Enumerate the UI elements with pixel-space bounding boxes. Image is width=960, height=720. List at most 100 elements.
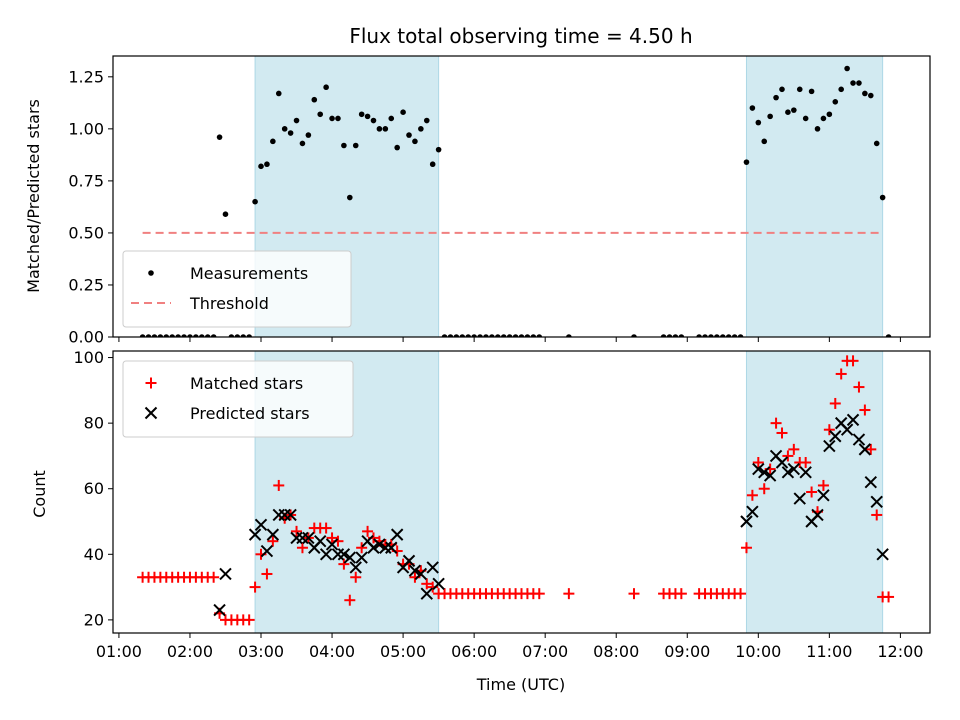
axes-frame [112,55,931,338]
x-tick-label: 04:00 [309,642,355,661]
predicted-point [852,433,866,446]
x-tick-label: 07:00 [522,642,568,661]
measurement-point [175,334,181,337]
measurement-point [566,334,572,337]
matched-point [847,355,859,367]
measurement-point [802,115,809,122]
predicted-point [355,551,368,564]
predicted-point [402,554,416,568]
measurement-point [471,334,477,337]
legend-predicted-marker [144,406,158,420]
measurement-point [808,88,815,95]
matched-point [243,614,255,626]
predicted-point [213,603,226,617]
predicted-point [248,528,262,541]
measurement-point [749,105,756,111]
y-tick-label: 0.75 [68,171,104,190]
measurement-point [352,142,359,149]
matched-point [344,594,356,606]
predicted-point [823,439,836,453]
measurement-point [536,334,543,337]
matched-point [752,456,764,468]
matched-point [883,591,895,603]
legend-label: Measurements [190,264,308,283]
predicted-point [775,456,789,469]
measurement-point [376,126,383,132]
legend-label: Threshold [189,294,269,313]
measurement-point [785,109,791,115]
measurement-point [429,161,436,168]
measurement-point [222,211,229,217]
x-tick-label: 01:00 [96,642,142,661]
measurement-point [281,126,288,132]
measurement-point [418,126,424,132]
measurement-point [885,334,892,337]
measurement-point [252,198,258,205]
measurement-point [347,194,353,201]
measurement-point [483,334,489,337]
matched-point [859,404,871,416]
measurement-point [495,334,501,337]
legend: Measurements Threshold [122,250,352,328]
matched-point [628,588,640,600]
predicted-point [846,413,860,427]
measurement-point [382,126,389,132]
matched-point [740,542,752,554]
predicted-point [284,508,297,522]
predicted-point [408,564,422,577]
measurement-point [719,334,726,337]
matched-point [533,588,545,600]
measurement-point [412,138,418,145]
predicted-point [817,489,830,502]
predicted-point [740,515,753,528]
predicted-point [390,528,404,541]
measurement-point [879,194,886,201]
measurement-point [329,115,335,122]
y-tick-label: 0.00 [68,328,104,347]
measurement-point [518,334,525,337]
predicted-point [876,548,889,561]
matched-point [421,578,433,590]
predicted-point [337,548,351,561]
y-tick-label: 100 [73,348,104,367]
predicted-point [787,462,801,476]
measurement-point [341,142,347,149]
measurement-point [832,98,839,105]
matched-point [782,450,794,462]
measurement-point [850,80,856,86]
predicted-point [752,462,765,476]
y-tick-label: 80 [84,414,104,433]
legend: Matched stars Predicted stars [122,360,354,438]
measurement-point [844,65,850,72]
measurement-point [441,334,448,337]
plot-area [139,56,892,337]
x-tick-label: 06:00 [451,642,497,661]
y-tick-label: 60 [84,479,104,498]
matched-point [356,542,368,554]
observing-window [745,56,884,337]
measurement-point [506,334,513,337]
measurement-point [435,146,442,153]
predicted-point [314,534,327,548]
matched-point [746,489,758,501]
matched-point [835,368,847,380]
matched-point [823,424,835,436]
measurement-point [323,84,329,91]
measurement-point [406,132,412,138]
predicted-point [266,528,280,541]
measurement-point [400,109,406,115]
measurement-point [199,334,205,337]
x-tick-label: 12:00 [877,642,923,661]
measurement-point [275,90,282,97]
measurement-point [477,334,483,337]
measurement-point [666,334,673,337]
measurement-point [702,334,708,337]
x-tick-label: 03:00 [238,642,284,661]
measurement-point [862,90,868,97]
y-tick-label: 20 [84,610,104,629]
measurement-point [867,92,874,99]
matched-point [788,443,800,455]
chart-title: Flux total observing time = 4.50 h [349,24,692,48]
measurement-point [465,334,472,337]
